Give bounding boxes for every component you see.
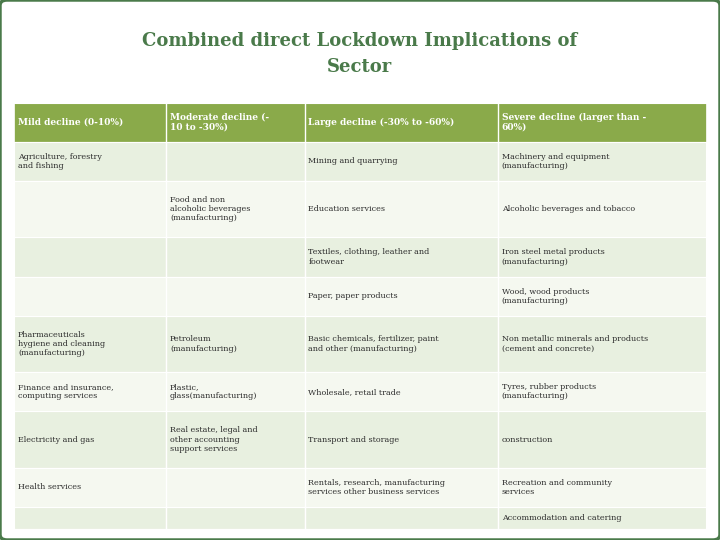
- Bar: [498, 142, 706, 181]
- Bar: [498, 411, 706, 468]
- Text: Pharmaceuticals
hygiene and cleaning
(manufacturing): Pharmaceuticals hygiene and cleaning (ma…: [18, 331, 105, 357]
- Text: Health services: Health services: [18, 483, 81, 491]
- Bar: [166, 142, 305, 181]
- Bar: [305, 507, 498, 529]
- Text: construction: construction: [502, 436, 553, 444]
- Bar: [305, 411, 498, 468]
- Text: Food and non
alcoholic beverages
(manufacturing): Food and non alcoholic beverages (manufa…: [170, 196, 251, 222]
- Text: Transport and storage: Transport and storage: [308, 436, 400, 444]
- Bar: [14, 507, 166, 529]
- Bar: [166, 468, 305, 507]
- Text: Wholesale, retail trade: Wholesale, retail trade: [308, 388, 401, 396]
- Bar: [166, 276, 305, 316]
- Text: Paper, paper products: Paper, paper products: [308, 292, 398, 300]
- Text: Finance and insurance,
computing services: Finance and insurance, computing service…: [18, 383, 114, 401]
- Bar: [498, 181, 706, 238]
- Text: Severe decline (larger than -
60%): Severe decline (larger than - 60%): [502, 112, 646, 132]
- Bar: [498, 372, 706, 411]
- Bar: [498, 238, 706, 276]
- Bar: [166, 238, 305, 276]
- Bar: [305, 316, 498, 372]
- Bar: [305, 238, 498, 276]
- Text: Recreation and community
services: Recreation and community services: [502, 479, 612, 496]
- Bar: [305, 276, 498, 316]
- Text: Non metallic minerals and products
(cement and concrete): Non metallic minerals and products (ceme…: [502, 335, 648, 353]
- Text: Large decline (-30% to -60%): Large decline (-30% to -60%): [308, 118, 454, 127]
- Text: Basic chemicals, fertilizer, paint
and other (manufacturing): Basic chemicals, fertilizer, paint and o…: [308, 335, 439, 353]
- Text: Moderate decline (-
10 to -30%): Moderate decline (- 10 to -30%): [170, 112, 269, 132]
- Text: Mining and quarrying: Mining and quarrying: [308, 158, 398, 165]
- Bar: [14, 411, 166, 468]
- Bar: [305, 142, 498, 181]
- Bar: [14, 316, 166, 372]
- Bar: [498, 468, 706, 507]
- Text: Education services: Education services: [308, 205, 385, 213]
- Text: Accommodation and catering: Accommodation and catering: [502, 514, 621, 522]
- Text: Tyres, rubber products
(manufacturing): Tyres, rubber products (manufacturing): [502, 383, 596, 401]
- Text: Rentals, research, manufacturing
services other business services: Rentals, research, manufacturing service…: [308, 479, 445, 496]
- Bar: [14, 468, 166, 507]
- Bar: [14, 372, 166, 411]
- Bar: [14, 181, 166, 238]
- Text: Real estate, legal and
other accounting
support services: Real estate, legal and other accounting …: [170, 427, 258, 453]
- Bar: [14, 103, 706, 142]
- Bar: [14, 142, 166, 181]
- Bar: [166, 181, 305, 238]
- Text: Mild decline (0-10%): Mild decline (0-10%): [18, 118, 123, 127]
- Bar: [14, 238, 166, 276]
- Bar: [498, 316, 706, 372]
- Text: Textiles, clothing, leather and
footwear: Textiles, clothing, leather and footwear: [308, 248, 430, 266]
- Text: Machinery and equipment
(manufacturing): Machinery and equipment (manufacturing): [502, 153, 609, 170]
- Bar: [305, 372, 498, 411]
- Bar: [498, 507, 706, 529]
- Bar: [305, 181, 498, 238]
- Text: Wood, wood products
(manufacturing): Wood, wood products (manufacturing): [502, 288, 589, 305]
- Text: Petroleum
(manufacturing): Petroleum (manufacturing): [170, 335, 237, 353]
- Text: Alcoholic beverages and tobacco: Alcoholic beverages and tobacco: [502, 205, 635, 213]
- Text: Iron steel metal products
(manufacturing): Iron steel metal products (manufacturing…: [502, 248, 605, 266]
- Text: Plastic,
glass(manufacturing): Plastic, glass(manufacturing): [170, 383, 258, 401]
- Text: Sector: Sector: [328, 58, 392, 77]
- Text: Electricity and gas: Electricity and gas: [18, 436, 94, 444]
- Bar: [166, 507, 305, 529]
- Bar: [498, 276, 706, 316]
- Text: Agriculture, forestry
and fishing: Agriculture, forestry and fishing: [18, 153, 102, 170]
- Bar: [305, 468, 498, 507]
- Text: Combined direct Lockdown Implications of: Combined direct Lockdown Implications of: [143, 31, 577, 50]
- Bar: [14, 276, 166, 316]
- Bar: [166, 372, 305, 411]
- Bar: [166, 316, 305, 372]
- Bar: [166, 411, 305, 468]
